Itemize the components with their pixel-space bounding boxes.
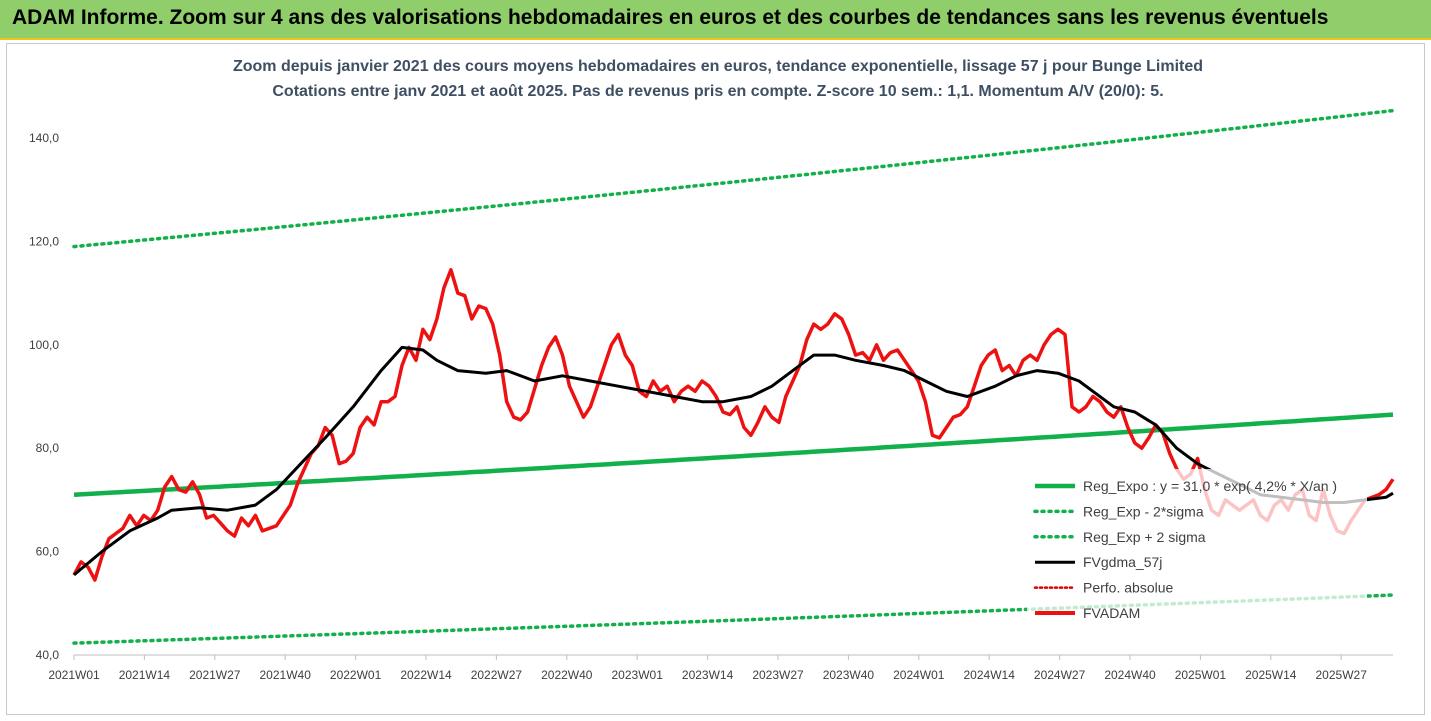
header-banner: ADAM Informe. Zoom sur 4 ans des valoris… [0,0,1431,40]
series-reg-exp-plus-2-sigma [72,108,1395,249]
y-tick-label: 140,0 [29,131,59,145]
chart: Zoom depuis janvier 2021 des cours moyen… [29,58,1395,682]
x-tick-label: 2023W40 [823,668,875,682]
chart-frame: Zoom depuis janvier 2021 des cours moyen… [6,43,1425,715]
x-tick-label: 2021W40 [260,668,312,682]
x-tick-label: 2022W01 [330,668,382,682]
x-tick-label: 2023W27 [752,668,804,682]
y-tick-label: 40,0 [36,648,60,662]
series-fvgdma-57j [73,345,1394,577]
legend-label: FVgdma_57j [1083,554,1162,570]
x-tick-label: 2021W01 [48,668,100,682]
y-tick-label: 80,0 [36,441,60,455]
series-reg-expo [73,412,1394,497]
x-tick-label: 2022W40 [541,668,593,682]
legend: Reg_Expo : y = 31,0 * exp( 4,2% * X/an )… [1027,469,1367,639]
legend-background [1027,469,1367,639]
legend-label: FVADAM [1083,605,1140,621]
x-tick-label: 2022W14 [400,668,452,682]
series-fvadam [72,268,1395,582]
legend-label: Reg_Exp - 2*sigma [1083,503,1204,519]
x-tick-label: 2025W14 [1245,668,1297,682]
x-tick-label: 2023W01 [612,668,664,682]
legend-label: Reg_Expo : y = 31,0 * exp( 4,2% * X/an ) [1083,478,1337,494]
legend-label: Perfo. absolue [1083,580,1173,596]
chart-title: Zoom depuis janvier 2021 des cours moyen… [233,58,1203,75]
x-tick-label: 2024W27 [1034,668,1086,682]
y-tick-label: 60,0 [36,545,60,559]
x-tick-label: 2023W14 [682,668,734,682]
x-tick-label: 2022W27 [471,668,523,682]
y-tick-label: 100,0 [29,338,59,352]
x-tick-label: 2021W14 [119,668,171,682]
x-tick-label: 2025W01 [1175,668,1227,682]
y-tick-label: 120,0 [29,234,59,248]
x-tick-label: 2024W01 [893,668,945,682]
legend-label: Reg_Exp + 2 sigma [1083,529,1206,545]
x-tick-label: 2021W27 [189,668,241,682]
x-tick-label: 2024W14 [964,668,1016,682]
page-title: ADAM Informe. Zoom sur 4 ans des valoris… [12,6,1329,29]
y-axis: 40,0 60,0 80,0 100,0 120,0 140,0 [29,131,59,662]
chart-subtitle: Cotations entre janv 2021 et août 2025. … [272,83,1163,100]
x-tick-label: 2024W40 [1104,668,1156,682]
x-axis: 2021W01 2021W14 2021W27 2021W40 2022W01 2022W… [48,654,1393,682]
x-tick-label: 2025W27 [1316,668,1368,682]
